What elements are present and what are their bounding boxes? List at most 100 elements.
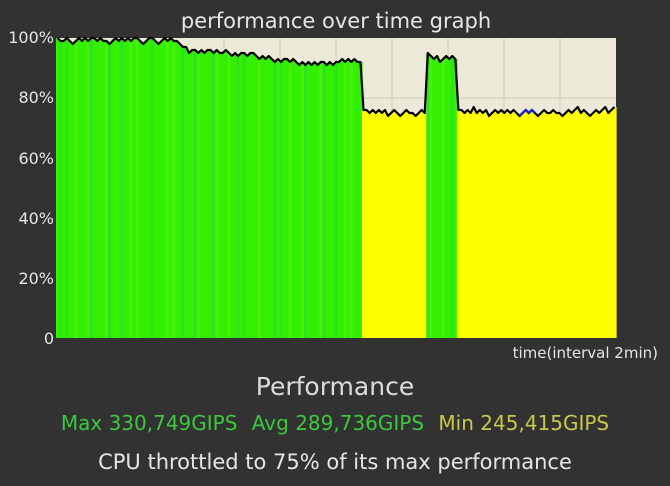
performance-bar	[202, 53, 207, 338]
chart-title: performance over time graph	[180, 9, 492, 33]
performance-bar	[156, 44, 161, 338]
y-tick-label-20: 20%	[18, 269, 54, 288]
performance-bar	[447, 59, 452, 338]
performance-bar	[199, 50, 204, 338]
performance-bar	[392, 110, 397, 338]
performance-bar	[205, 50, 210, 338]
performance-bar	[420, 110, 424, 338]
performance-bar	[487, 116, 492, 338]
performance-bar	[395, 113, 400, 338]
performance-bar	[166, 41, 170, 338]
performance-bar	[450, 56, 455, 338]
y-tick-label-60: 60%	[18, 149, 54, 168]
performance-bar	[56, 38, 60, 338]
performance-bar	[178, 44, 183, 338]
performance-bar	[273, 62, 277, 338]
performance-bar	[557, 113, 562, 338]
performance-bar	[609, 110, 614, 338]
performance-bar	[582, 110, 586, 338]
performance-bar	[594, 110, 599, 338]
performance-bar	[303, 65, 308, 338]
performance-bar	[218, 53, 222, 338]
performance-bar	[306, 62, 311, 338]
performance-bar	[423, 113, 427, 338]
performance-bar	[221, 53, 225, 338]
performance-bar	[426, 53, 430, 338]
performance-bar	[184, 47, 189, 338]
y-tick-label-40: 40%	[18, 209, 54, 228]
stats-row: Max 330,749GIPS Avg 289,736GIPS Min 245,…	[0, 411, 670, 435]
performance-bar	[135, 38, 140, 338]
performance-bar	[68, 41, 72, 338]
performance-bar	[536, 116, 541, 338]
performance-bar	[567, 110, 571, 338]
performance-bar	[251, 53, 256, 338]
performance-bar	[603, 107, 608, 338]
performance-bar	[215, 50, 219, 338]
performance-bar	[472, 107, 476, 338]
performance-bar	[334, 62, 339, 338]
y-tick-label-0: 0	[43, 329, 54, 348]
performance-bar	[129, 41, 134, 338]
performance-bar	[466, 110, 470, 338]
performance-bar	[349, 62, 354, 338]
performance-bar	[291, 59, 296, 338]
performance-bar	[230, 56, 235, 338]
max-stat: Max 330,749GIPS	[60, 411, 238, 435]
performance-bar	[126, 38, 131, 338]
avg-stat: Avg 289,736GIPS	[251, 411, 425, 435]
throttle-message: CPU throttled to 75% of its max performa…	[98, 450, 572, 474]
performance-bar	[288, 62, 293, 338]
performance-bar	[371, 110, 375, 338]
performance-bar	[389, 113, 394, 338]
performance-bar	[257, 59, 262, 338]
performance-bar	[518, 116, 522, 338]
performance-bar	[98, 38, 103, 338]
performance-bar	[478, 110, 482, 338]
performance-bar	[548, 113, 553, 338]
performance-bar	[233, 53, 238, 338]
performance-bar	[316, 65, 320, 338]
performance-bar	[120, 38, 124, 338]
performance-bar	[462, 113, 467, 338]
performance-bar	[169, 38, 173, 338]
performance-bar	[490, 113, 495, 338]
performance-bar	[80, 41, 85, 338]
performance-bar	[141, 44, 146, 338]
performance-bar	[377, 110, 381, 338]
performance-bar	[499, 110, 504, 338]
performance-bar	[294, 62, 299, 338]
performance-bar	[521, 113, 525, 338]
performance-bar	[368, 113, 372, 338]
performance-bar	[132, 38, 137, 338]
performance-bar	[117, 41, 121, 338]
performance-bar	[276, 59, 280, 338]
performance-bar	[104, 41, 109, 338]
performance-bar	[511, 110, 516, 338]
performance-bar	[190, 50, 195, 338]
performance-bar	[196, 53, 201, 338]
performance-bar	[92, 38, 97, 338]
performance-bar	[224, 50, 228, 338]
performance-bar	[108, 44, 112, 338]
performance-bar	[193, 50, 198, 338]
performance-bar	[404, 110, 409, 338]
performance-bar	[267, 56, 271, 338]
performance-bar	[172, 41, 176, 338]
performance-bar	[114, 38, 118, 338]
performance-bar	[410, 113, 415, 338]
performance-bar	[374, 113, 378, 338]
performance-bar	[533, 113, 538, 338]
performance-bar	[407, 113, 412, 338]
performance-bar	[585, 113, 590, 338]
performance-bar	[505, 110, 510, 338]
performance-bar	[89, 38, 94, 338]
performance-bar	[459, 110, 464, 338]
performance-bar	[111, 41, 115, 338]
performance-bar	[147, 38, 152, 338]
performance-bar	[123, 41, 127, 338]
performance-bar	[591, 113, 596, 338]
performance-bar	[138, 41, 143, 338]
performance-bar	[469, 113, 473, 338]
